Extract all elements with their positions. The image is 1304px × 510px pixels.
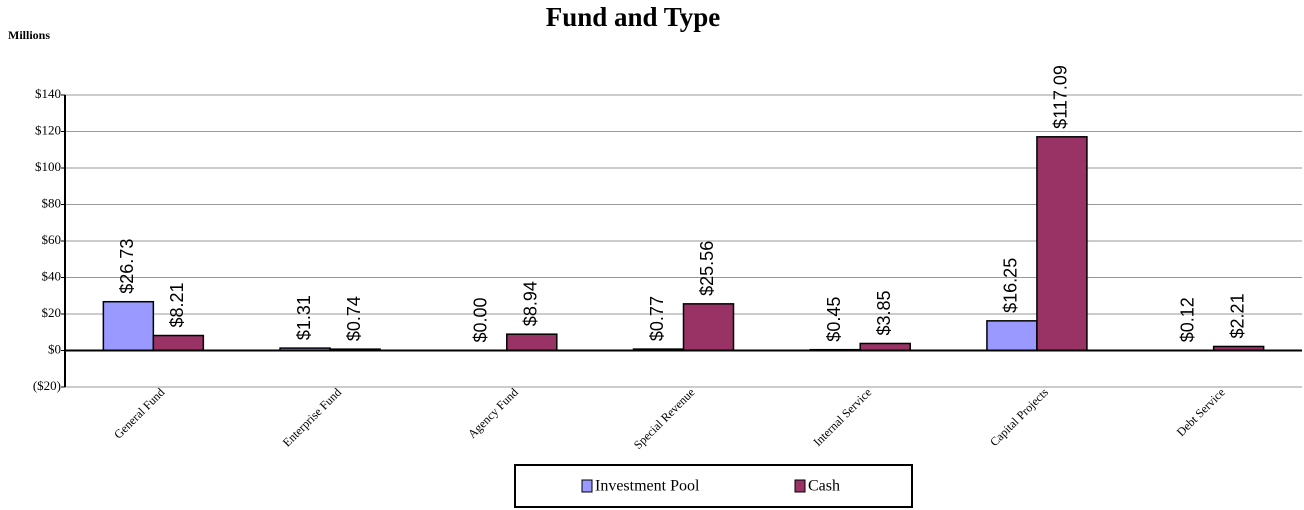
legend-swatch <box>794 479 806 493</box>
y-tick-label: $100 <box>35 159 61 174</box>
value-label: $0.45 <box>824 297 844 342</box>
value-label: $1.31 <box>294 295 314 340</box>
value-label: $0.77 <box>647 296 667 341</box>
value-label: $26.73 <box>117 239 137 294</box>
x-tick-label: Enterprise Fund <box>280 385 344 449</box>
chart-title: Fund and Type <box>546 2 721 32</box>
bar <box>1036 136 1088 352</box>
x-tick-label: General Fund <box>111 385 167 441</box>
value-label: $8.94 <box>521 281 541 326</box>
value-label: $0.12 <box>1177 297 1197 342</box>
y-tick-label: $0 <box>48 341 61 356</box>
bar <box>506 333 558 352</box>
x-tick-label: Capital Projects <box>987 385 1051 449</box>
x-tick-label: Special Revenue <box>631 385 698 452</box>
bar <box>859 342 911 352</box>
bar <box>682 303 735 352</box>
y-tick-label: ($20) <box>33 378 61 393</box>
legend-label: Investment Pool <box>595 478 700 495</box>
value-label: $8.21 <box>167 282 187 327</box>
value-label: $2.21 <box>1227 293 1247 338</box>
value-label: $0.74 <box>344 296 364 341</box>
bar <box>152 334 205 352</box>
value-label: $25.56 <box>697 241 717 296</box>
y-axis-label: Millions <box>8 28 50 42</box>
x-tick-label: Debt Service <box>1174 385 1228 439</box>
y-tick-label: $60 <box>42 232 62 247</box>
y-tick-label: $40 <box>42 268 62 283</box>
y-tick-label: $140 <box>35 86 61 101</box>
legend-label: Cash <box>808 478 840 495</box>
legend <box>514 464 913 508</box>
bar <box>986 320 1038 352</box>
value-label: $3.85 <box>874 290 894 335</box>
x-tick-label: Internal Service <box>810 385 874 449</box>
x-tick-label: Agency Fund <box>465 385 521 441</box>
value-label: $117.09 <box>1051 65 1071 129</box>
value-label: $0.00 <box>471 297 491 342</box>
y-tick-label: $80 <box>42 195 62 210</box>
y-tick-label: $20 <box>42 305 62 320</box>
legend-swatch <box>581 479 593 493</box>
value-label: $16.25 <box>1001 258 1021 313</box>
bar <box>102 300 155 352</box>
y-tick-label: $120 <box>35 122 61 137</box>
